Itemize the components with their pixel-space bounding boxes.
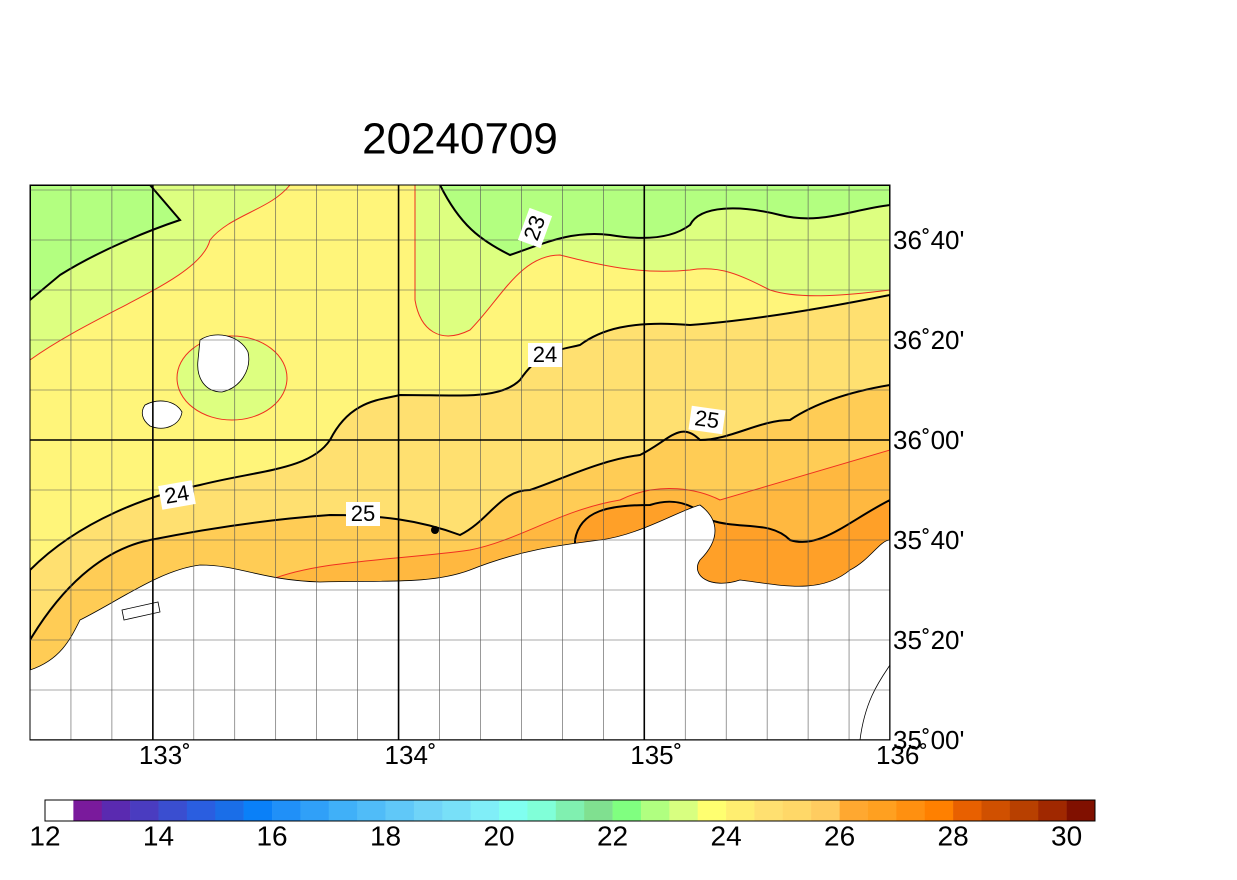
colorbar-swatch [158, 800, 188, 821]
colorbar-tick-label: 30 [1051, 820, 1082, 851]
colorbar-swatch [1009, 800, 1039, 821]
island [121, 601, 161, 621]
band-22-east [438, 185, 890, 257]
colorbar-swatch [470, 800, 500, 821]
contour-label-box [528, 343, 562, 367]
colorbar-swatch [186, 800, 216, 821]
colorbar-tick-label: 26 [824, 820, 855, 851]
colorbar-swatch [896, 800, 926, 821]
contour-label-text: 25 [351, 501, 375, 526]
lon-tick-label: 136˚ [876, 740, 928, 770]
colorbar-swatch [300, 800, 330, 821]
lat-tick-label: 35˚20' [893, 625, 964, 655]
colorbar-swatch [73, 800, 103, 821]
lat-tick-label: 36˚40' [893, 225, 964, 255]
colorbar-swatch [867, 800, 897, 821]
contour-label-box [688, 405, 726, 435]
lat-tick-label: 36˚00' [893, 425, 964, 455]
coastline [859, 664, 890, 740]
colorbar-tick-label: 12 [29, 820, 60, 851]
contour-label-box [346, 502, 380, 526]
map-title: 20240709 [362, 115, 558, 164]
colorbar-swatch [243, 800, 273, 821]
contour-label: 24 [158, 480, 196, 510]
graticule [30, 185, 890, 740]
colorbar-swatch [101, 800, 131, 821]
colorbar-swatch [499, 800, 528, 821]
colorbar-tick-label: 18 [370, 820, 401, 851]
lon-tick-label: 135˚ [630, 740, 682, 770]
contour-label-box [158, 480, 196, 510]
contour-label: 24 [528, 342, 562, 367]
colorbar-swatch [1038, 800, 1067, 821]
colorbar-swatch [669, 800, 699, 821]
colorbar-swatch [924, 800, 954, 821]
lat-tick-label: 36˚20' [893, 325, 964, 355]
lat-tick-label: 35˚40' [893, 525, 964, 555]
colorbar-frame [44, 799, 1096, 822]
colorbar-swatch [839, 800, 869, 821]
contour-label-text: 24 [163, 480, 191, 509]
colorbar-swatch [981, 800, 1011, 821]
colorbar-swatch [413, 800, 443, 821]
colorbar-swatch [130, 800, 159, 821]
colorbar-swatch [782, 800, 812, 821]
lon-tick-label: 134˚ [385, 740, 437, 770]
colorbar-tick-label: 22 [597, 820, 628, 851]
colorbar-swatch [215, 800, 244, 821]
colorbar-tick-label: 28 [938, 820, 969, 851]
colorbar-tick-label: 14 [143, 820, 174, 851]
colorbar-swatch [754, 800, 784, 821]
colorbar-swatch [584, 800, 613, 821]
colorbar-swatch [612, 800, 642, 821]
colorbar-swatch [953, 800, 982, 821]
colorbar-swatch [726, 800, 755, 821]
colorbar-swatch [45, 800, 74, 821]
colorbar-swatch [527, 800, 557, 821]
colorbar-tick-label: 20 [483, 820, 514, 851]
colorbar-swatch [442, 800, 471, 821]
band-22 [30, 185, 182, 302]
contour-label: 25 [346, 501, 380, 526]
station [431, 526, 439, 534]
colorbar-tick-label: 16 [256, 820, 287, 851]
contour-label-text: 24 [533, 342, 557, 367]
lat-tick-label: 35˚00' [893, 725, 964, 755]
colorbar-swatch [555, 800, 585, 821]
colorbar-tick-label: 24 [711, 820, 742, 851]
sst-field [30, 185, 890, 740]
colorbar-swatch [272, 800, 301, 821]
lon-tick-label: 133˚ [139, 740, 191, 770]
contour-label-text: 25 [693, 405, 721, 433]
colorbar-swatch [385, 800, 415, 821]
map-frame [29, 184, 891, 741]
contour-label: 25 [688, 405, 726, 435]
colorbar-swatch [1066, 800, 1096, 821]
colorbar-swatch [697, 800, 727, 821]
colorbar-swatch [640, 800, 670, 821]
colorbar-swatch [811, 800, 840, 821]
colorbar: 12 14 16 18 20 22 24 26 28 30 [29, 799, 1096, 851]
colorbar-swatch [357, 800, 386, 821]
axes: 133˚ 134˚ 135˚ 136˚35˚00' 35˚20' 35˚40' 36˚00'… [139, 225, 965, 770]
island [197, 334, 250, 393]
land [30, 504, 890, 740]
contour-label-box [517, 207, 553, 249]
colorbar-swatch [328, 800, 358, 821]
